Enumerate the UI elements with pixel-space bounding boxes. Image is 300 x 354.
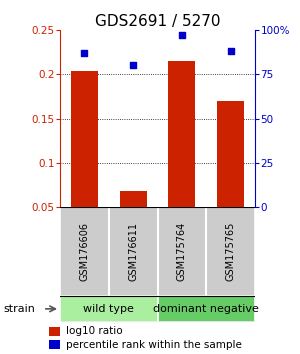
Bar (120, 191, 146, 207)
Text: GSM175764: GSM175764 (177, 222, 187, 281)
Bar (60, 207, 109, 296)
Bar (49, 340, 60, 349)
Bar (109, 207, 158, 296)
Bar (158, 296, 255, 322)
Bar (206, 207, 255, 296)
Bar (60, 296, 158, 322)
Text: log10 ratio: log10 ratio (66, 326, 123, 336)
Bar (158, 207, 206, 296)
Bar (49, 327, 60, 336)
Title: GDS2691 / 5270: GDS2691 / 5270 (95, 14, 220, 29)
Bar (217, 101, 244, 207)
Bar (169, 61, 195, 207)
Text: GSM176606: GSM176606 (80, 222, 89, 281)
Text: GSM175765: GSM175765 (226, 222, 236, 281)
Point (179, 33, 184, 38)
Text: percentile rank within the sample: percentile rank within the sample (66, 339, 242, 349)
Point (228, 48, 233, 54)
Text: strain: strain (3, 304, 35, 314)
Point (82, 50, 87, 56)
Text: GSM176611: GSM176611 (128, 222, 138, 281)
Text: wild type: wild type (83, 304, 134, 314)
Point (131, 63, 136, 68)
Text: dominant negative: dominant negative (153, 304, 259, 314)
Bar (71, 71, 98, 207)
